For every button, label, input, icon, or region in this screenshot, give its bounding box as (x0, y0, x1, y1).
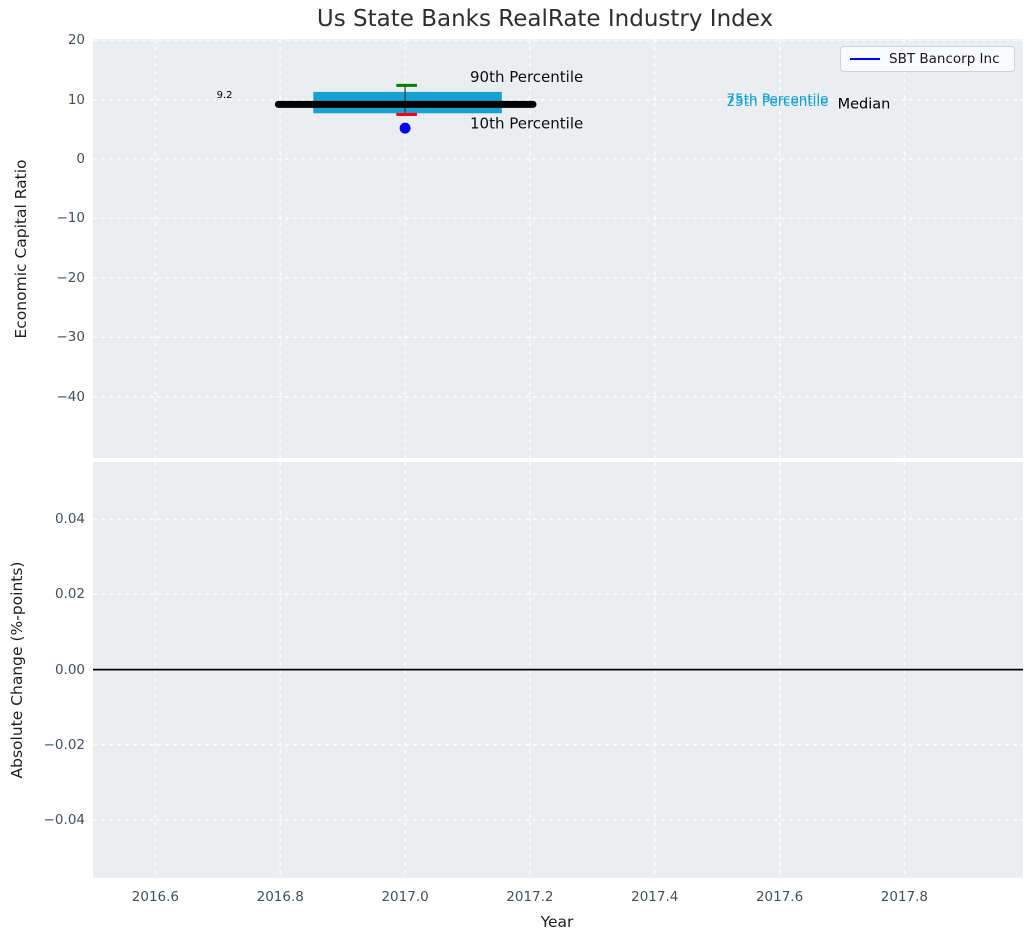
xtick-2017.8: 2017.8 (880, 889, 929, 905)
top-ytick-0: 0 (76, 151, 85, 168)
top-ytick-−10: −10 (56, 210, 86, 227)
xtick-2017.6: 2017.6 (755, 889, 804, 905)
top-ytick-−30: −30 (56, 329, 86, 346)
legend-entry-label: SBT Bancorp Inc (889, 51, 1000, 67)
xtick-2017.0: 2017.0 (381, 889, 429, 905)
chart-title: Us State Banks RealRate Industry Index (316, 6, 774, 32)
xtick-2016.6: 2016.6 (131, 889, 180, 905)
bottom-ytick-0.04: 0.04 (54, 511, 85, 528)
bottom-ytick-0.00: 0.00 (54, 661, 85, 678)
top-ytick-10: 10 (67, 91, 85, 108)
x-axis-label: Year (540, 913, 574, 931)
top-y-axis-label: Economic Capital Ratio (12, 159, 30, 339)
legend-line-swatch (850, 58, 880, 60)
top-ytick-−20: −20 (56, 269, 86, 286)
bottom-plot-area (93, 462, 1023, 878)
xtick-2017.4: 2017.4 (631, 889, 679, 905)
top-ytick-20: 20 (67, 32, 85, 49)
xtick-2017.2: 2017.2 (506, 889, 554, 905)
xtick-2016.8: 2016.8 (256, 889, 304, 905)
top-plot-area (93, 39, 1023, 458)
bottom-ytick-−0.04: −0.04 (43, 812, 85, 829)
bottom-ytick-0.02: 0.02 (54, 586, 85, 603)
legend: SBT Bancorp Inc (840, 46, 1015, 72)
top-ytick-−40: −40 (56, 388, 86, 405)
bottom-ytick-−0.02: −0.02 (43, 736, 85, 753)
bottom-y-axis-label: Absolute Change (%-points) (8, 561, 26, 779)
